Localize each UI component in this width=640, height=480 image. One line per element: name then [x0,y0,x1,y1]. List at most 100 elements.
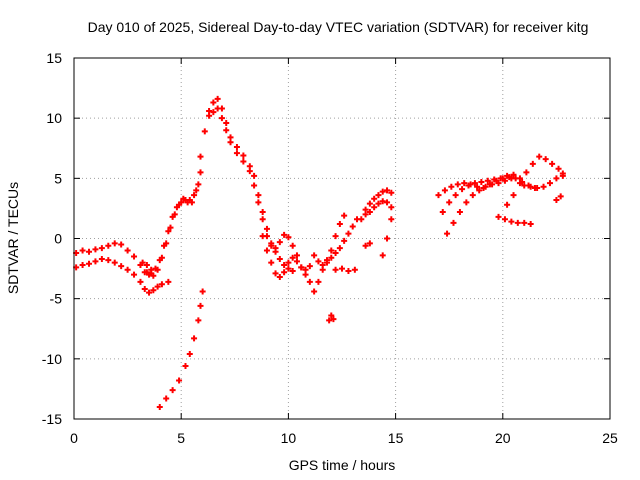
data-point [240,158,247,165]
data-point [444,230,451,237]
data-point [143,261,150,268]
data-point [293,252,300,259]
data-point [366,200,373,207]
data-point [146,289,153,296]
data-point [454,181,461,188]
data-point [555,165,562,172]
data-point [557,193,564,200]
data-point [510,171,517,178]
data-point [553,175,560,182]
data-point [259,209,266,216]
data-point [131,253,138,260]
data-point [233,144,240,151]
data-point [476,187,483,194]
data-point [362,242,369,249]
data-point [281,269,288,276]
data-point [508,175,515,182]
data-point [131,271,138,278]
data-point [118,263,125,270]
data-point [255,199,262,206]
data-point [165,228,172,235]
x-tick-label: 10 [281,430,297,446]
data-point [289,242,296,249]
data-point [534,184,541,191]
data-point [366,209,373,216]
data-point [439,209,446,216]
data-point [176,201,183,208]
data-point [276,239,283,246]
data-point [285,265,292,272]
y-axis-label: SDTVAR / TECUs [5,182,21,294]
data-point [471,180,478,187]
data-point [484,177,491,184]
data-point [384,235,391,242]
data-point [111,240,118,247]
data-point [452,192,459,199]
data-point [251,172,258,179]
data-point [191,192,198,199]
data-point [529,160,536,167]
data-point [233,150,240,157]
data-point [197,302,204,309]
data-point [446,199,453,206]
data-point [336,221,343,228]
data-point [463,199,470,206]
data-point [251,182,258,189]
data-point [516,180,523,187]
data-point [197,153,204,160]
data-point [474,183,481,190]
data-point [497,175,504,182]
x-tick-label: 5 [177,430,185,446]
data-point [259,233,266,240]
data-point [188,199,195,206]
y-tick-labels: 15 10 5 0 -5 -10 -15 [42,50,62,427]
data-point [328,312,335,319]
data-point [193,187,200,194]
data-point [523,169,530,176]
data-point [328,254,335,261]
data-point [315,278,322,285]
data-point [268,259,275,266]
data-point [272,245,279,252]
y-tick-label: -5 [50,291,63,307]
data-point [302,271,309,278]
data-point [223,119,230,126]
data-point [341,212,348,219]
data-point [141,269,148,276]
data-point [276,274,283,281]
data-point [214,105,221,112]
data-point [289,267,296,274]
data-point [199,288,206,295]
y-tick-label: 10 [46,110,62,126]
data-point [536,153,543,160]
data-point [154,266,161,273]
data-point [388,216,395,223]
data-point [311,288,318,295]
data-point [158,281,165,288]
data-point [441,187,448,194]
data-point [311,252,318,259]
data-point [328,247,335,254]
data-point [501,177,508,184]
data-point [111,259,118,266]
data-point [339,265,345,272]
data-point [351,266,358,273]
data-point [105,257,112,264]
data-point [263,247,270,254]
data-points [73,95,566,410]
y-tick-label: 15 [46,50,62,66]
grid-lines [74,58,610,419]
data-point [341,237,348,244]
chart-title: Day 010 of 2025, Sidereal Day-to-day VTE… [88,19,589,35]
data-point [118,241,125,248]
data-point [86,260,93,267]
data-point [469,192,476,199]
data-point [336,245,343,252]
data-point [246,168,253,175]
data-point [448,183,455,190]
data-point [384,199,391,206]
data-point [388,189,395,196]
data-point [527,183,534,190]
data-point [124,266,131,273]
data-point [514,219,521,226]
